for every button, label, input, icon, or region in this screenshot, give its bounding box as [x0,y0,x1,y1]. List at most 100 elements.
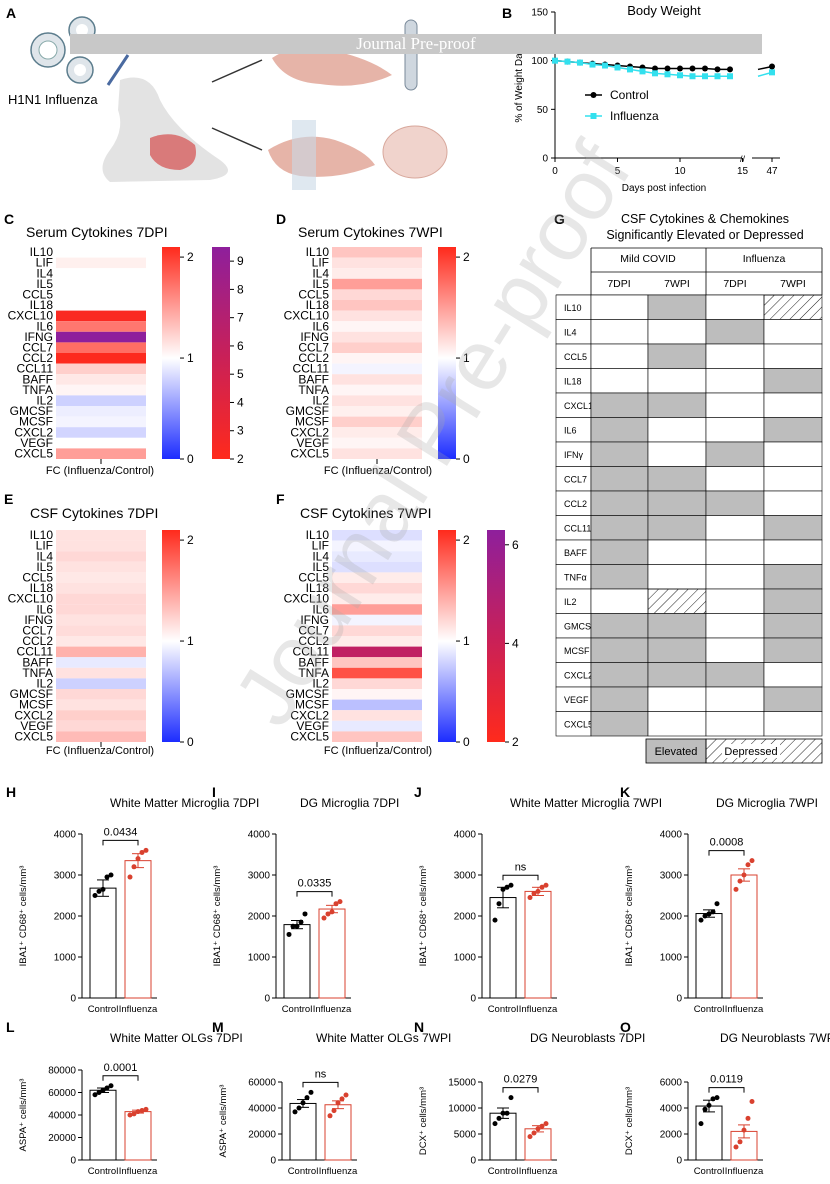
table-cell-ccl7 [647,466,707,492]
lung-icon [150,134,196,170]
y-tick-label: 0 [470,994,476,1005]
data-point-influenza [552,57,558,64]
table-cell-il2 [590,588,649,614]
data-point [92,1092,98,1098]
y-tick-label: 1000 [248,953,271,964]
heatmap-cell-il6 [332,321,422,332]
bar-control [695,1105,723,1161]
heatmap-row-label: IL4 [36,266,53,280]
data-point [733,1144,739,1150]
data-point [100,1087,106,1093]
y-tick-label: 0 [676,994,682,1005]
heatmap-row-label: CXCL5 [290,730,329,744]
data-point [504,1110,510,1116]
bar-chart-title: White Matter Microglia 7DPI [110,796,259,810]
table-cell-mcsf [705,637,765,663]
heatmap-cell-lif [56,540,146,552]
data-point [543,1121,549,1127]
heatmap-cell-ccl5 [56,572,146,583]
bar-chart-ylabel: ASPA⁺ cells/mm³ [18,1079,29,1152]
panel-d-xlabel: FC (Influenza/Control) [324,465,432,477]
data-point [504,884,510,890]
panel-letter: N [414,1019,424,1035]
bar-influenza [524,890,552,999]
bar-chart-ylabel: ASPA⁺ cells/mm³ [218,1085,229,1158]
panel-a-label: H1N1 Influenza [8,92,98,107]
heatmap-row-label: IL10 [306,528,330,542]
arrow-down-icon [211,127,263,151]
heatmap-cell-lif [332,540,422,552]
heatmap-cell-ccl5 [332,289,422,300]
heatmap-row-label: CCL7 [298,624,329,638]
x-category-label: Control [88,1004,119,1015]
heatmap-row-label: CXCL2 [14,425,53,439]
heatmap-cell-cxcl10 [332,310,422,322]
panel-h: H White Matter Microglia 7DPI IBA1⁺ CD68⁺ … [6,784,259,1015]
bar-influenza [524,1128,552,1161]
panel-f-title: CSF Cytokines 7WPI [300,505,431,521]
heatmap-row-label: CXCL10 [8,309,54,323]
y-tick-label: 0 [676,1156,682,1167]
bar-control [89,1089,117,1161]
colorbar-tick-label: 6 [237,339,244,353]
colorbar-tick-label: 0 [187,735,194,749]
heatmap-cell-il2 [56,395,146,406]
data-point [321,915,327,921]
table-row-label: CXCL2 [564,670,593,680]
heatmap-row-label: CXCL2 [290,708,329,722]
panel-letter: H [6,784,16,800]
data-point [710,909,716,915]
table-cell-ccl11 [590,515,649,541]
heatmap-cell-cxcl2 [56,427,146,438]
data-point [143,847,149,853]
table-row-label: CXCL10 [564,401,598,411]
heatmap-cell-il5 [332,561,422,573]
y-tick-label: 150 [531,8,548,19]
y-tick-label: 20000 [248,1130,276,1141]
x-tick-label: 15 [737,166,749,177]
heatmap-row-label: IL4 [312,549,329,563]
panel-g: G CSF Cytokines & Chemokines Significant… [554,211,823,764]
x-tick-label: 47 [766,166,778,177]
table-cell-ccl7 [705,466,765,492]
data-point [127,874,133,880]
heatmap-cell-il2 [332,395,422,406]
data-point [733,886,739,892]
heatmap-cell-il2 [332,678,422,689]
table-row-label-cell [555,490,592,516]
heatmap-row-label: TNFA [298,383,329,397]
heatmap-cell-baff [332,657,422,668]
table-cell-il6 [763,417,823,443]
table-cell-cxcl2 [705,662,765,688]
table-cell-tnfα [590,564,649,590]
data-point [492,917,498,923]
y-tick-label: 5000 [454,1130,477,1141]
table-cell-il4 [590,319,649,345]
heatmap-cell-il10 [56,247,146,258]
panel-g-col-4: 7WPI [780,278,806,290]
y-tick-label: 50 [537,105,549,116]
colorbar-tick-label: 2 [187,533,194,547]
virus-icon [30,16,96,84]
data-point [294,923,300,929]
y-tick-label: 1000 [454,953,477,964]
table-row-label: CXCL5 [564,719,593,729]
bar-chart-title: DG Microglia 7DPI [300,796,399,810]
heatmap-row-label: MCSF [295,698,329,712]
bar-chart-title: White Matter OLGs 7DPI [110,1031,243,1045]
x-category-label: Control [488,1004,519,1015]
heatmap-row-label: BAFF [298,372,329,386]
mouse-silhouette-icon [102,77,228,182]
colorbar-tick-label: 0 [463,735,470,749]
x-category-label: Influenza [519,1004,558,1015]
heatmap-row-label: LIF [312,539,329,553]
heatmap-row-label: BAFF [22,372,53,386]
table-row-label: IL4 [564,327,577,337]
table-cell-il10 [647,294,707,320]
bar-chart-ylabel: DCX⁺ cells/mm³ [418,1087,429,1155]
panel-g-group-influenza: Influenza [743,253,786,265]
colorbar-tick-label: 4 [512,636,519,650]
panel-c-letter: C [4,211,14,227]
data-point [741,872,747,878]
heatmap-row-label: CCL5 [298,288,329,302]
